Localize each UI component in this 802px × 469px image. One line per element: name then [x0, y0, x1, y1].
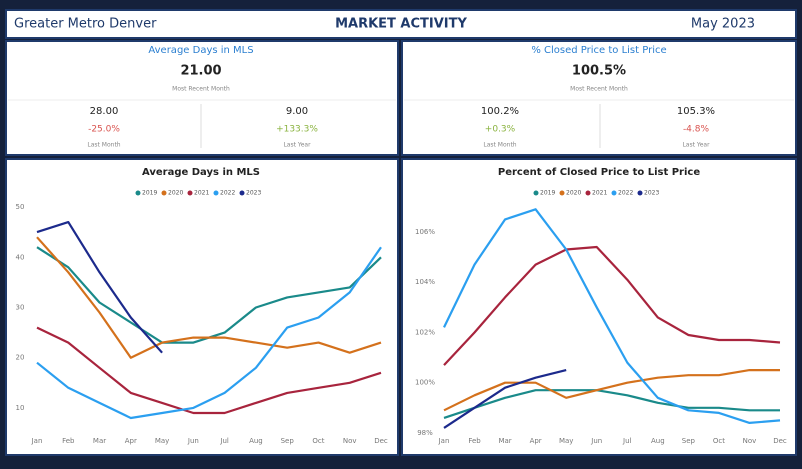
y-tick-label: 100%: [415, 379, 435, 387]
kpi-change: +133.3%: [276, 125, 318, 135]
chart-panel: [401, 158, 797, 456]
x-tick-label: Sep: [281, 437, 295, 445]
x-tick-label: Mar: [498, 437, 511, 445]
header-band: [5, 9, 797, 39]
x-tick-label: Jan: [31, 437, 43, 445]
kpi-compare-value: 105.3%: [677, 106, 715, 117]
y-tick-label: 104%: [415, 278, 435, 286]
legend-swatch: [533, 190, 539, 196]
legend-swatch: [637, 190, 643, 196]
legend-swatch: [559, 190, 565, 196]
x-tick-label: Dec: [773, 437, 787, 445]
legend-label: 2020: [566, 190, 581, 197]
y-tick-label: 30: [16, 303, 25, 311]
x-tick-label: May: [155, 437, 169, 445]
x-tick-label: Jul: [622, 437, 632, 445]
series-line: [443, 369, 780, 412]
kpi-compare-label: Last Year: [682, 142, 710, 149]
x-tick-label: Feb: [468, 437, 481, 445]
kpi-compare-label: Last Year: [283, 142, 311, 149]
legend-label: 2023: [644, 190, 659, 197]
legend-label: 2019: [142, 190, 157, 197]
y-tick-label: 106%: [415, 228, 435, 236]
legend-swatch: [213, 190, 219, 196]
series-line: [36, 236, 382, 359]
y-tick-label: 40: [16, 253, 25, 261]
legend-label: 2021: [194, 190, 209, 197]
x-tick-label: Apr: [530, 437, 542, 445]
kpi-change: -25.0%: [88, 125, 120, 135]
kpi-caption: Most Recent Month: [172, 86, 230, 93]
x-tick-label: Oct: [713, 437, 725, 445]
legend-label: 2022: [220, 190, 235, 197]
legend-label: 2019: [540, 190, 555, 197]
x-tick-label: Jul: [219, 437, 229, 445]
kpi-caption: Most Recent Month: [570, 86, 628, 93]
chart-panel: [5, 158, 399, 456]
header-center: MARKET ACTIVITY: [335, 17, 467, 32]
legend-label: 2020: [168, 190, 183, 197]
kpi-value: 21.00: [180, 64, 221, 79]
legend-swatch: [239, 190, 245, 196]
kpi-compare-label: Last Month: [87, 142, 120, 149]
series-line: [36, 221, 163, 354]
chart-title: Percent of Closed Price to List Price: [498, 167, 700, 178]
x-tick-label: Aug: [249, 437, 263, 445]
y-tick-label: 20: [16, 354, 25, 362]
x-tick-label: Jun: [590, 437, 602, 445]
x-tick-label: May: [559, 437, 573, 445]
kpi-change: -4.8%: [683, 125, 710, 135]
legend-label: 2021: [592, 190, 607, 197]
y-tick-label: 98%: [417, 429, 433, 437]
legend-label: 2023: [246, 190, 261, 197]
x-tick-label: Dec: [374, 437, 388, 445]
kpi-right: % Closed Price to List Price 100.5% Most…: [481, 45, 715, 149]
series-line: [443, 208, 781, 424]
chart-title: Average Days in MLS: [142, 167, 260, 178]
kpi-compare-value: 100.2%: [481, 106, 519, 117]
x-tick-label: Jan: [438, 437, 450, 445]
kpi-change: +0.3%: [485, 125, 516, 135]
kpi-left: Average Days in MLS 21.00 Most Recent Mo…: [87, 45, 318, 149]
kpi-compare-label: Last Month: [483, 142, 516, 149]
x-tick-label: Mar: [93, 437, 106, 445]
kpi-card: [401, 40, 797, 156]
kpi-title: Average Days in MLS: [148, 45, 253, 56]
series-line: [443, 369, 567, 429]
kpi-compare-value: 9.00: [286, 106, 308, 117]
series-line: [36, 326, 382, 415]
legend-swatch: [135, 190, 141, 196]
y-tick-label: 50: [16, 203, 25, 211]
series-line: [443, 389, 780, 419]
legend-swatch: [161, 190, 167, 196]
legend-label: 2022: [618, 190, 633, 197]
x-tick-label: Sep: [682, 437, 696, 445]
header-left: Greater Metro Denver: [14, 17, 157, 32]
series-line: [36, 246, 382, 420]
x-tick-label: Oct: [312, 437, 324, 445]
x-tick-label: Aug: [651, 437, 665, 445]
y-tick-label: 102%: [415, 328, 435, 336]
kpi-value: 100.5%: [572, 64, 626, 79]
header-right: May 2023: [691, 17, 755, 32]
y-tick-label: 10: [16, 404, 25, 412]
legend-swatch: [585, 190, 591, 196]
series-line: [443, 245, 781, 366]
legend-swatch: [187, 190, 193, 196]
x-tick-label: Nov: [743, 437, 757, 445]
legend-swatch: [611, 190, 617, 196]
x-tick-label: Feb: [62, 437, 75, 445]
kpi-compare-value: 28.00: [90, 106, 119, 117]
kpi-card: [5, 40, 399, 156]
x-tick-label: Jun: [187, 437, 199, 445]
x-tick-label: Nov: [343, 437, 357, 445]
kpi-title: % Closed Price to List Price: [531, 45, 666, 56]
x-tick-label: Apr: [125, 437, 137, 445]
